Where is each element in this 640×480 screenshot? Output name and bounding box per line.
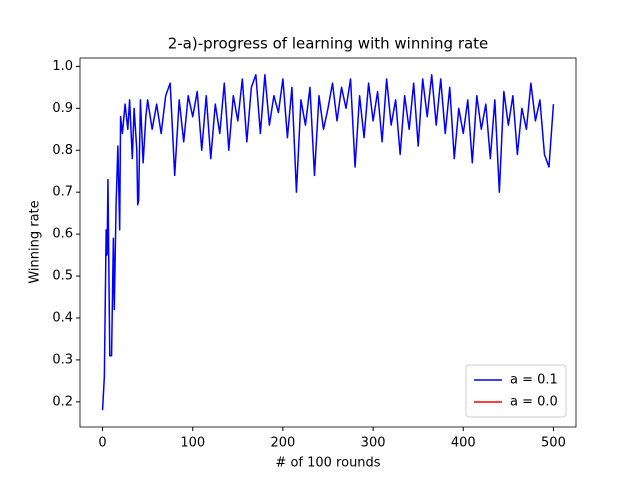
y-tick-label: 0.4 xyxy=(52,310,73,325)
y-tick-label: 0.8 xyxy=(52,143,73,158)
axes-frame xyxy=(79,57,577,428)
legend-label: a = 0.1 xyxy=(510,373,558,388)
legend-box xyxy=(465,364,567,418)
x-tick-label: 200 xyxy=(270,436,295,451)
y-tick-label: 0.9 xyxy=(52,101,73,116)
x-tick-label: 500 xyxy=(541,436,566,451)
x-tick-label: 100 xyxy=(180,436,205,451)
y-tick-label: 0.2 xyxy=(52,394,73,409)
y-axis-label: Winning rate xyxy=(28,200,43,283)
x-tick-label: 300 xyxy=(361,436,386,451)
series-line xyxy=(101,74,555,411)
y-tick-label: 1.0 xyxy=(52,59,73,74)
y-tick-label: 0.7 xyxy=(52,185,73,200)
x-tick-label: 0 xyxy=(98,436,106,451)
x-axis-label: # of 100 rounds xyxy=(275,456,380,471)
y-tick-label: 0.3 xyxy=(52,352,73,367)
chart-title: 2-a)-progress of learning with winning r… xyxy=(168,35,489,53)
y-tick-label: 0.5 xyxy=(52,269,73,284)
legend-label: a = 0.0 xyxy=(510,395,558,410)
x-tick-label: 400 xyxy=(451,436,476,451)
y-tick-label: 0.6 xyxy=(52,227,73,242)
